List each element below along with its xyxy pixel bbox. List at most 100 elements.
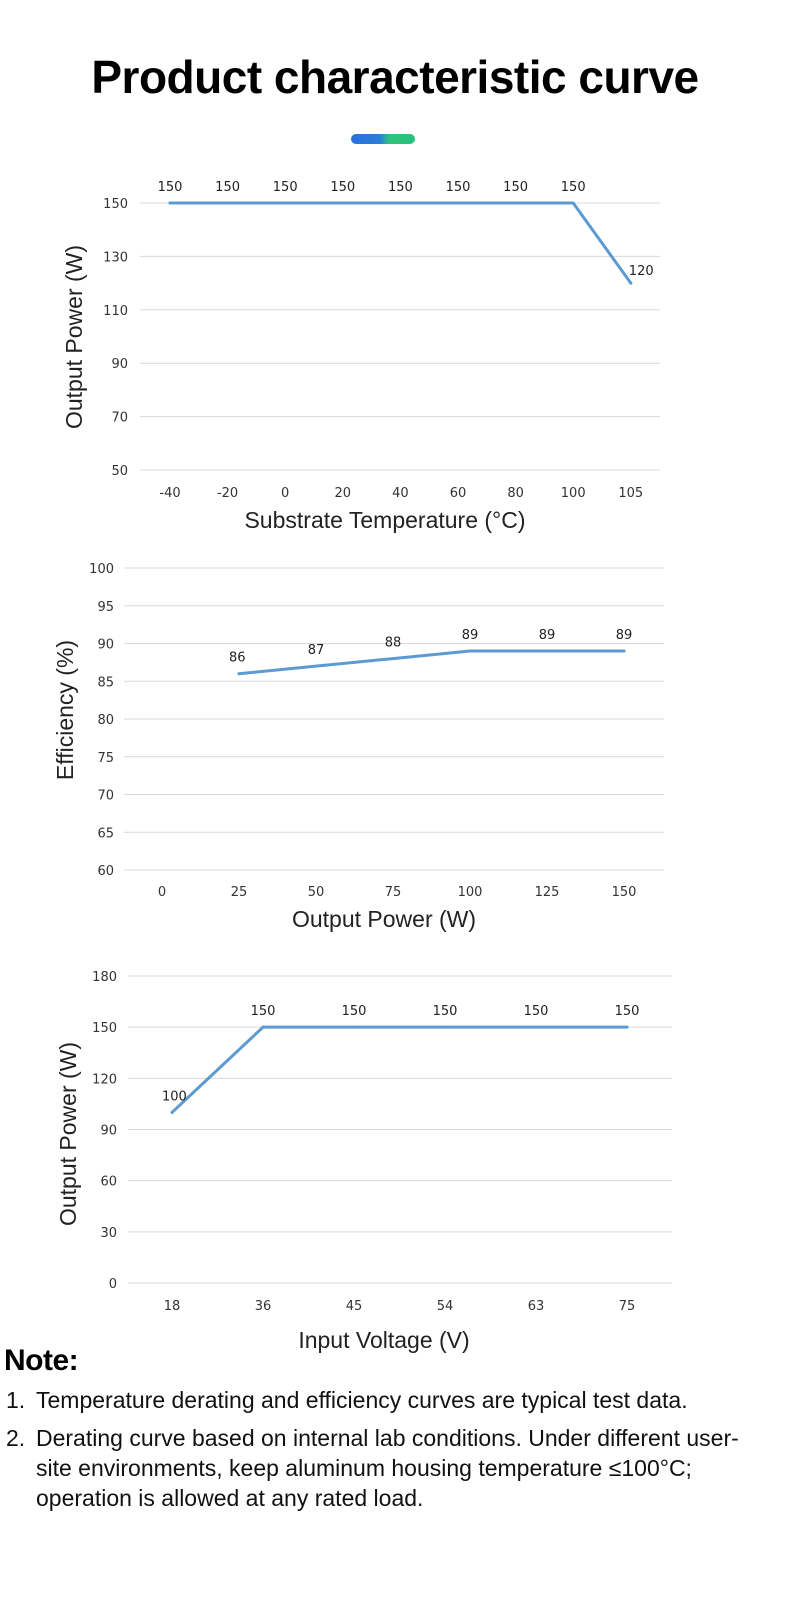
data-point xyxy=(314,664,318,668)
x-tick-label: 50 xyxy=(308,885,325,900)
y-tick-label: 65 xyxy=(97,826,114,841)
y-tick-label: 80 xyxy=(97,713,114,728)
x-tick-label: 75 xyxy=(619,1299,636,1314)
data-point xyxy=(283,201,287,205)
data-point xyxy=(261,1025,265,1029)
y-tick-label: 0 xyxy=(109,1277,117,1292)
series-line xyxy=(168,201,633,285)
data-label: 150 xyxy=(215,180,240,195)
data-label: 89 xyxy=(462,628,479,643)
data-point xyxy=(534,1025,538,1029)
x-axis-title: Output Power (W) xyxy=(292,906,476,932)
x-tick-label: 80 xyxy=(507,486,524,501)
y-tick-label: 70 xyxy=(97,789,114,804)
data-point xyxy=(398,201,402,205)
data-label: 150 xyxy=(561,180,586,195)
y-tick-label: 50 xyxy=(111,464,128,479)
y-tick-label: 150 xyxy=(103,197,128,212)
note-text: Temperature derating and efficiency curv… xyxy=(36,1387,688,1413)
efficiency-chart: 60 65 70 75 80 85 90 95 100 0 25 50 75 100 125 150 Outpu… xyxy=(52,562,664,932)
x-tick-label: 54 xyxy=(437,1299,454,1314)
data-point xyxy=(341,201,345,205)
y-tick-label: 100 xyxy=(89,562,114,577)
data-point xyxy=(170,1110,174,1114)
data-label: 150 xyxy=(446,180,471,195)
note-list: 1. Temperature derating and efficiency c… xyxy=(0,1385,770,1521)
note-number: 2. xyxy=(6,1425,26,1451)
x-tick-label: -20 xyxy=(217,486,238,501)
data-point xyxy=(443,1025,447,1029)
y-tick-label: 60 xyxy=(100,1175,117,1190)
y-tick-label: 180 xyxy=(92,970,117,985)
data-point xyxy=(622,649,626,653)
data-point xyxy=(391,657,395,661)
data-point xyxy=(226,201,230,205)
y-axis-title: Output Power (W) xyxy=(55,1042,81,1226)
x-tick-label: 63 xyxy=(528,1299,545,1314)
data-label: 150 xyxy=(524,1004,549,1019)
data-label: 150 xyxy=(251,1004,276,1019)
data-point xyxy=(168,201,172,205)
data-point xyxy=(352,1025,356,1029)
data-label: 150 xyxy=(433,1004,458,1019)
data-label: 150 xyxy=(330,180,355,195)
x-tick-label: 0 xyxy=(158,885,166,900)
y-tick-label: 90 xyxy=(97,638,114,653)
y-tick-label: 85 xyxy=(97,675,114,690)
x-tick-label: 36 xyxy=(255,1299,272,1314)
y-tick-label: 60 xyxy=(97,864,114,879)
x-tick-label: 20 xyxy=(335,486,352,501)
data-point xyxy=(468,649,472,653)
x-tick-label: 60 xyxy=(450,486,467,501)
title-accent-bar xyxy=(351,134,415,144)
data-label: 150 xyxy=(273,180,298,195)
note-item: 1. Temperature derating and efficiency c… xyxy=(0,1385,770,1415)
data-point xyxy=(629,281,633,285)
data-point xyxy=(514,201,518,205)
note-item: 2. Derating curve based on internal lab … xyxy=(0,1423,770,1513)
data-label: 150 xyxy=(503,180,528,195)
y-tick-label: 90 xyxy=(100,1124,117,1139)
data-label: 89 xyxy=(539,628,556,643)
x-tick-label: 0 xyxy=(281,486,289,501)
data-label: 150 xyxy=(158,180,183,195)
x-tick-label: -40 xyxy=(159,486,180,501)
y-axis-title: Efficiency (%) xyxy=(52,640,78,780)
data-label: 86 xyxy=(229,651,246,666)
data-label: 89 xyxy=(616,628,633,643)
x-tick-label: 150 xyxy=(612,885,637,900)
data-label: 150 xyxy=(388,180,413,195)
data-label: 150 xyxy=(615,1004,640,1019)
x-tick-label: 40 xyxy=(392,486,409,501)
data-label: 120 xyxy=(629,264,654,279)
data-label: 100 xyxy=(162,1089,187,1104)
x-tick-label: 45 xyxy=(346,1299,363,1314)
y-tick-label: 75 xyxy=(97,751,114,766)
series-line xyxy=(237,649,626,676)
note-number: 1. xyxy=(6,1387,26,1413)
x-tick-label: 18 xyxy=(164,1299,181,1314)
data-label: 87 xyxy=(308,643,325,658)
page-title: Product characteristic curve xyxy=(91,51,699,103)
data-point xyxy=(545,649,549,653)
x-tick-label: 105 xyxy=(618,486,643,501)
series-line xyxy=(170,1025,629,1114)
x-tick-label: 125 xyxy=(535,885,560,900)
input-voltage-chart: 0 30 60 90 120 150 180 18 36 45 54 63 75 Input Voltag… xyxy=(55,970,672,1353)
y-tick-label: 150 xyxy=(92,1021,117,1036)
note-text: Derating curve based on internal lab con… xyxy=(36,1425,739,1511)
x-tick-label: 100 xyxy=(561,486,586,501)
data-label: 88 xyxy=(385,636,402,651)
y-tick-label: 70 xyxy=(111,411,128,426)
data-point xyxy=(625,1025,629,1029)
x-axis-title: Input Voltage (V) xyxy=(298,1327,469,1353)
x-tick-label: 25 xyxy=(231,885,248,900)
y-tick-label: 120 xyxy=(92,1072,117,1087)
x-tick-label: 75 xyxy=(385,885,402,900)
y-tick-label: 130 xyxy=(103,250,128,265)
note-heading: Note: xyxy=(4,1344,79,1377)
y-tick-label: 90 xyxy=(111,357,128,372)
y-tick-label: 30 xyxy=(100,1226,117,1241)
data-label: 150 xyxy=(342,1004,367,1019)
data-point xyxy=(237,672,241,676)
